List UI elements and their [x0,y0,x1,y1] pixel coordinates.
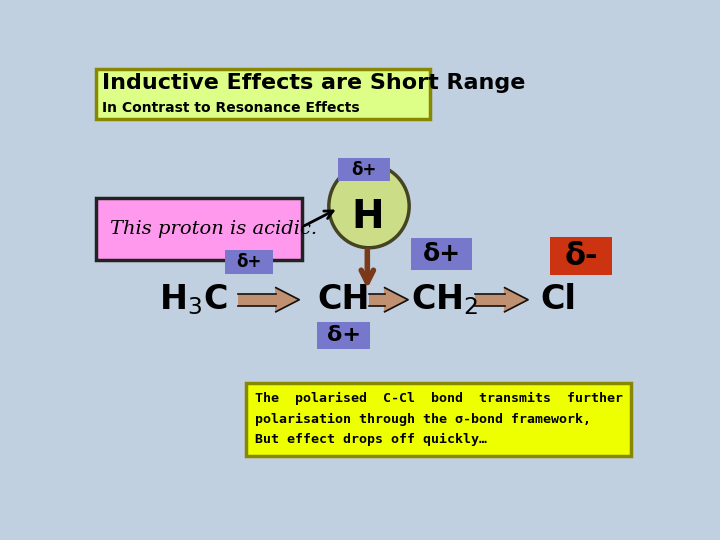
Text: δ+: δ+ [351,161,377,179]
Polygon shape [505,288,528,312]
Ellipse shape [329,165,409,248]
Text: polarisation through the σ-bond framework,: polarisation through the σ-bond framewor… [255,413,590,426]
Text: δ+: δ+ [423,242,461,266]
Text: Inductive Effects are Short Range: Inductive Effects are Short Range [102,73,526,93]
FancyBboxPatch shape [96,198,302,260]
FancyBboxPatch shape [96,69,431,119]
FancyBboxPatch shape [225,250,273,274]
Text: δ-: δ- [564,241,598,271]
FancyBboxPatch shape [411,238,472,269]
Text: This proton is acidic.: This proton is acidic. [109,220,317,238]
Text: CH$_2$: CH$_2$ [410,282,478,317]
FancyBboxPatch shape [338,158,390,181]
FancyBboxPatch shape [369,294,384,306]
Text: δ+: δ+ [236,253,261,271]
FancyBboxPatch shape [550,238,612,275]
FancyBboxPatch shape [246,383,631,456]
Text: δ+: δ+ [327,325,361,345]
Polygon shape [276,288,300,312]
Text: But effect drops off quickly…: But effect drops off quickly… [255,433,487,446]
Text: Cl: Cl [541,283,577,316]
Text: H$_3$C: H$_3$C [159,282,228,317]
Text: In Contrast to Resonance Effects: In Contrast to Resonance Effects [102,101,360,115]
FancyBboxPatch shape [475,294,505,306]
FancyBboxPatch shape [238,294,276,306]
Text: CH: CH [318,283,370,316]
Text: The  polarised  C-Cl  bond  transmits  further: The polarised C-Cl bond transmits furthe… [255,393,623,406]
FancyBboxPatch shape [318,321,370,349]
Text: H: H [351,198,384,235]
Polygon shape [384,288,408,312]
